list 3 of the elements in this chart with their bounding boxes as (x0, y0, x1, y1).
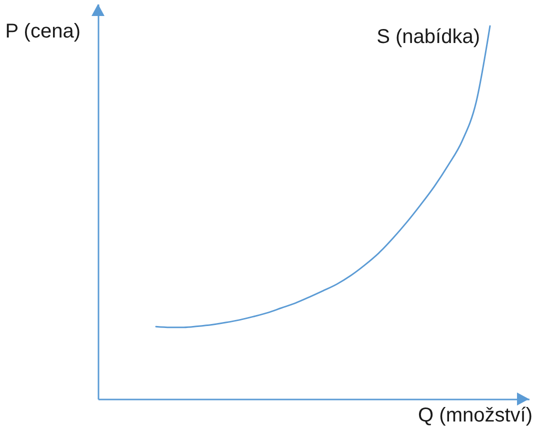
series-label: S (nabídka) (376, 26, 480, 48)
x-axis-title: Q (množství) (418, 404, 532, 426)
y-axis-title: P (cena) (5, 20, 80, 42)
